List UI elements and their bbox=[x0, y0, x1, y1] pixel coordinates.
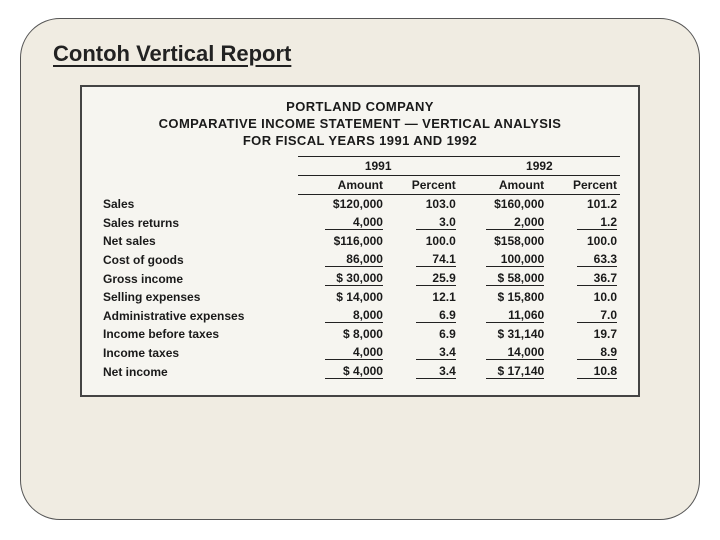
row-percent-1991: 3.4 bbox=[386, 362, 459, 381]
row-percent-1992: 7.0 bbox=[547, 306, 620, 325]
row-percent-1992: 63.3 bbox=[547, 250, 620, 269]
row-percent-1991: 6.9 bbox=[386, 325, 459, 343]
income-statement-table: 1991 1992 Amount Percent Amount Percent … bbox=[100, 156, 620, 381]
slide-panel: Contoh Vertical Report PORTLAND COMPANY … bbox=[20, 18, 700, 520]
row-amount-1992: $160,000 bbox=[459, 195, 547, 214]
row-label: Income before taxes bbox=[100, 325, 298, 343]
row-percent-1991: 103.0 bbox=[386, 195, 459, 214]
row-amount-1992: 11,060 bbox=[459, 306, 547, 325]
row-amount-1992: $ 15,800 bbox=[459, 288, 547, 306]
year-1992-header: 1992 bbox=[459, 157, 620, 176]
col-amount-1992: Amount bbox=[459, 176, 547, 195]
row-amount-1991: 4,000 bbox=[298, 213, 386, 232]
row-amount-1991: $ 14,000 bbox=[298, 288, 386, 306]
column-header-row: Amount Percent Amount Percent bbox=[100, 176, 620, 195]
row-amount-1992: 100,000 bbox=[459, 250, 547, 269]
year-header-row: 1991 1992 bbox=[100, 157, 620, 176]
row-percent-1991: 3.4 bbox=[386, 343, 459, 362]
row-percent-1991: 74.1 bbox=[386, 250, 459, 269]
row-amount-1992: $ 17,140 bbox=[459, 362, 547, 381]
doc-statement-title: COMPARATIVE INCOME STATEMENT — VERTICAL … bbox=[100, 116, 620, 131]
row-label: Gross income bbox=[100, 269, 298, 288]
table-row: Sales$120,000103.0$160,000101.2 bbox=[100, 195, 620, 214]
table-body: Sales$120,000103.0$160,000101.2Sales ret… bbox=[100, 195, 620, 382]
row-label: Net sales bbox=[100, 232, 298, 250]
row-label: Cost of goods bbox=[100, 250, 298, 269]
row-percent-1992: 1.2 bbox=[547, 213, 620, 232]
row-percent-1992: 36.7 bbox=[547, 269, 620, 288]
row-percent-1992: 10.0 bbox=[547, 288, 620, 306]
year-1991-header: 1991 bbox=[298, 157, 459, 176]
row-label: Sales returns bbox=[100, 213, 298, 232]
row-percent-1992: 101.2 bbox=[547, 195, 620, 214]
col-percent-1991: Percent bbox=[386, 176, 459, 195]
row-percent-1992: 8.9 bbox=[547, 343, 620, 362]
row-amount-1991: $ 30,000 bbox=[298, 269, 386, 288]
row-amount-1991: 4,000 bbox=[298, 343, 386, 362]
document-header: PORTLAND COMPANY COMPARATIVE INCOME STAT… bbox=[100, 99, 620, 148]
row-amount-1992: $158,000 bbox=[459, 232, 547, 250]
row-amount-1991: $ 4,000 bbox=[298, 362, 386, 381]
col-amount-1991: Amount bbox=[298, 176, 386, 195]
row-label: Administrative expenses bbox=[100, 306, 298, 325]
row-amount-1991: 86,000 bbox=[298, 250, 386, 269]
row-amount-1992: $ 58,000 bbox=[459, 269, 547, 288]
row-percent-1991: 25.9 bbox=[386, 269, 459, 288]
row-label: Net income bbox=[100, 362, 298, 381]
table-row: Administrative expenses8,0006.911,0607.0 bbox=[100, 306, 620, 325]
row-amount-1991: 8,000 bbox=[298, 306, 386, 325]
table-row: Net income$ 4,0003.4$ 17,14010.8 bbox=[100, 362, 620, 381]
row-percent-1992: 19.7 bbox=[547, 325, 620, 343]
row-amount-1991: $120,000 bbox=[298, 195, 386, 214]
doc-company-name: PORTLAND COMPANY bbox=[100, 99, 620, 114]
table-row: Selling expenses$ 14,00012.1$ 15,80010.0 bbox=[100, 288, 620, 306]
row-percent-1991: 100.0 bbox=[386, 232, 459, 250]
row-label: Income taxes bbox=[100, 343, 298, 362]
table-row: Income taxes4,0003.414,0008.9 bbox=[100, 343, 620, 362]
row-percent-1991: 3.0 bbox=[386, 213, 459, 232]
slide: Contoh Vertical Report PORTLAND COMPANY … bbox=[0, 0, 720, 540]
row-amount-1992: $ 31,140 bbox=[459, 325, 547, 343]
row-percent-1991: 12.1 bbox=[386, 288, 459, 306]
slide-title: Contoh Vertical Report bbox=[53, 41, 669, 67]
table-row: Income before taxes$ 8,0006.9$ 31,14019.… bbox=[100, 325, 620, 343]
row-amount-1991: $116,000 bbox=[298, 232, 386, 250]
table-row: Gross income$ 30,00025.9$ 58,00036.7 bbox=[100, 269, 620, 288]
doc-period: FOR FISCAL YEARS 1991 AND 1992 bbox=[100, 133, 620, 148]
row-label: Selling expenses bbox=[100, 288, 298, 306]
document-scan: PORTLAND COMPANY COMPARATIVE INCOME STAT… bbox=[80, 85, 640, 397]
table-row: Net sales$116,000100.0$158,000100.0 bbox=[100, 232, 620, 250]
row-amount-1992: 2,000 bbox=[459, 213, 547, 232]
row-label: Sales bbox=[100, 195, 298, 214]
row-percent-1992: 100.0 bbox=[547, 232, 620, 250]
row-amount-1991: $ 8,000 bbox=[298, 325, 386, 343]
table-row: Cost of goods86,00074.1100,00063.3 bbox=[100, 250, 620, 269]
row-amount-1992: 14,000 bbox=[459, 343, 547, 362]
row-percent-1992: 10.8 bbox=[547, 362, 620, 381]
table-row: Sales returns4,0003.02,0001.2 bbox=[100, 213, 620, 232]
col-percent-1992: Percent bbox=[547, 176, 620, 195]
row-percent-1991: 6.9 bbox=[386, 306, 459, 325]
